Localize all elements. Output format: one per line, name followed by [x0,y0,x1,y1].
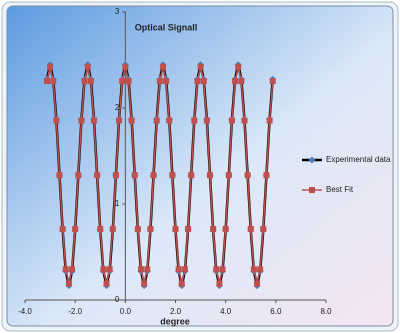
point [235,63,242,70]
point [247,225,254,232]
point [241,117,248,124]
point [78,117,85,124]
point [141,280,148,287]
point [263,172,270,179]
legend-label: Experimental data [326,155,391,164]
point [65,280,72,287]
point [90,117,97,124]
point [188,172,195,179]
point [122,63,129,70]
point [181,266,188,273]
point [163,78,170,85]
chart-title: Optical Signall [135,22,198,32]
x-tick-label: -2.0 [68,307,82,316]
point [150,172,157,179]
point [257,266,264,273]
point [228,117,235,124]
x-axis-label: degree [160,316,190,326]
point [260,225,267,232]
point [84,63,91,70]
point [216,280,223,287]
point [213,266,220,273]
point [47,63,54,70]
point [172,225,179,232]
point [266,117,273,124]
x-tick-label: -4.0 [18,307,32,316]
point [166,117,173,124]
point [97,225,104,232]
x-tick-label: 4.0 [220,307,232,316]
point [131,172,138,179]
point [138,266,145,273]
point [219,266,226,273]
point [75,172,82,179]
point [175,266,182,273]
point [244,172,251,179]
plot-background [6,5,394,327]
y-tick-label: 2 [115,103,120,112]
point [206,172,213,179]
point [238,78,245,85]
point [56,172,63,179]
point [50,78,57,85]
point [144,266,151,273]
point [194,78,201,85]
legend-marker [308,156,316,164]
point [250,266,257,273]
point [225,172,232,179]
point [62,266,69,273]
point [116,117,123,124]
legend-label: Best Fit [326,185,354,194]
x-tick-label: 0.0 [120,307,132,316]
point [156,78,163,85]
point [153,117,160,124]
point [178,280,185,287]
point [210,225,217,232]
point [222,225,229,232]
point [134,225,141,232]
point [59,225,66,232]
point [159,63,166,70]
point [43,78,50,85]
point [125,78,132,85]
y-tick-label: 3 [115,7,120,16]
y-tick-label: 0 [115,295,120,304]
point [100,266,107,273]
point [87,78,94,85]
point [232,78,239,85]
point [197,63,204,70]
point [106,266,113,273]
point [119,78,126,85]
point [191,117,198,124]
point [254,280,261,287]
point [200,78,207,85]
x-tick-label: 6.0 [270,307,282,316]
point [112,172,119,179]
point [94,172,101,179]
point [81,78,88,85]
point [103,280,110,287]
x-tick-label: 2.0 [170,307,182,316]
point [53,117,60,124]
point [72,225,79,232]
point [109,225,116,232]
point [128,117,135,124]
point [147,225,154,232]
x-tick-label: 8.0 [320,307,332,316]
point [69,266,76,273]
point [185,225,192,232]
point [203,117,210,124]
point [169,172,176,179]
legend-marker [309,187,315,193]
point [269,78,276,85]
y-tick-label: 1 [115,199,120,208]
